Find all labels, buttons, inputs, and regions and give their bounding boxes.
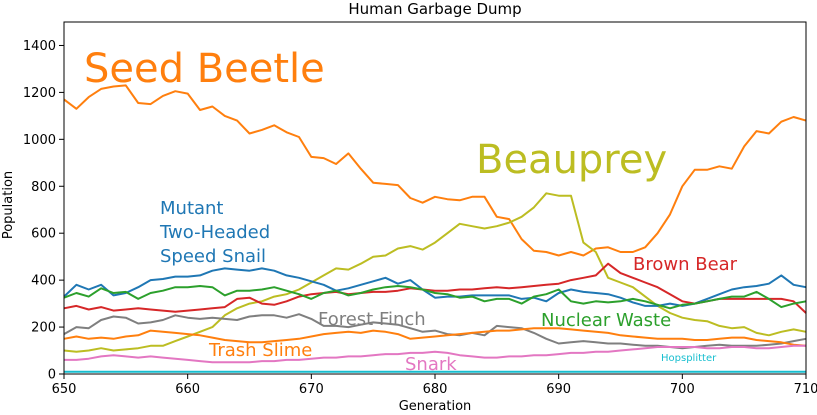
series-label-line: Mutant xyxy=(160,198,224,219)
chart-title: Human Garbage Dump xyxy=(348,0,521,18)
y-tick-label: 200 xyxy=(31,321,56,336)
y-tick-label: 1400 xyxy=(23,39,56,54)
series-line-snark xyxy=(64,344,806,364)
y-tick-label: 800 xyxy=(31,180,56,195)
series-line-trash-slime xyxy=(63,327,807,347)
y-tick-label: 600 xyxy=(31,227,56,242)
series-label-hopsplitter: Hopsplitter xyxy=(661,353,717,364)
series-line-brown-bear xyxy=(63,262,807,314)
plot-area xyxy=(63,84,807,373)
x-tick-label: 650 xyxy=(52,382,77,397)
series-label-beauprey: Beauprey xyxy=(476,137,667,183)
x-tick-label: 680 xyxy=(423,382,448,397)
y-axis-label: Population xyxy=(1,171,16,239)
series-labels: Seed Beetle Beauprey Mutant Two-Headed Speed… xyxy=(84,46,738,375)
series-label-brown-bear: Brown Bear xyxy=(633,254,738,275)
series-label-mutant-two-headed-speed-snail: Mutant Two-Headed Speed Snail xyxy=(159,198,270,267)
series-line-seed-beetle xyxy=(63,84,807,257)
series-label-seed-beetle: Seed Beetle xyxy=(84,46,325,92)
series-line-beauprey xyxy=(63,192,807,353)
x-tick-label: 690 xyxy=(546,382,571,397)
series-label-trash-slime: Trash Slime xyxy=(208,340,312,361)
y-axis: 0 200 400 600 800 1000 1200 1400 xyxy=(23,39,64,383)
x-axis-label: Generation xyxy=(399,399,472,414)
series-line-mutant-two-headed-speed-snail xyxy=(63,267,807,307)
x-tick-label: 670 xyxy=(299,382,324,397)
plot-frame xyxy=(63,21,807,375)
x-tick-label: 700 xyxy=(670,382,695,397)
series-label-line: Speed Snail xyxy=(160,246,266,267)
y-tick-label: 1000 xyxy=(23,133,56,148)
series-label-nuclear-waste: Nuclear Waste xyxy=(541,310,671,331)
x-axis: 650 660 670 680 690 700 710 xyxy=(52,374,817,397)
y-tick-label: 1200 xyxy=(23,86,56,101)
series-label-snark: Snark xyxy=(405,354,457,375)
x-tick-label: 660 xyxy=(175,382,200,397)
series-label-line: Two-Headed xyxy=(159,222,270,243)
series-label-forest-finch: Forest Finch xyxy=(318,309,426,330)
x-tick-label: 710 xyxy=(794,382,817,397)
series-line-forest-finch xyxy=(63,313,807,350)
series-line-nuclear-waste xyxy=(63,285,807,310)
y-tick-label: 0 xyxy=(48,368,56,383)
y-tick-label: 400 xyxy=(31,274,56,289)
